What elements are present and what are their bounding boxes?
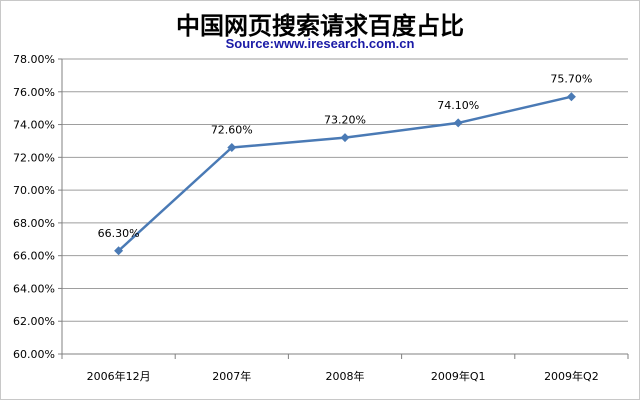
y-tick-label: 74.00% — [13, 119, 55, 132]
x-tick-label: 2009年Q1 — [431, 369, 486, 383]
y-tick-label: 62.00% — [13, 315, 55, 328]
data-point-marker — [114, 246, 124, 256]
chart-subtitle: Source:www.iresearch.com.cn — [225, 36, 415, 51]
y-tick-label: 66.00% — [13, 250, 55, 263]
data-point-marker — [453, 118, 463, 128]
y-tick-label: 78.00% — [13, 53, 55, 66]
axes — [58, 58, 629, 359]
x-tick-label: 2008年 — [326, 369, 365, 383]
y-tick-label: 72.00% — [13, 151, 55, 164]
gridlines — [62, 58, 628, 322]
chart-title: 中国网页搜索请求百度占比 — [176, 11, 464, 40]
x-tick-label: 2006年12月 — [87, 369, 151, 383]
y-tick-label: 68.00% — [13, 217, 55, 230]
data-point-marker — [340, 133, 350, 143]
x-tick-label: 2007年 — [212, 369, 251, 383]
series — [114, 92, 576, 256]
data-point-marker — [566, 92, 576, 102]
data-label: 66.30% — [98, 227, 140, 240]
data-point-marker — [227, 143, 237, 152]
data-label: 74.10% — [437, 99, 479, 112]
y-tick-labels: 60.00% 62.00% 64.00% 66.00% 68.00% 70.00% 72.0… — [13, 53, 55, 361]
y-tick-label: 64.00% — [13, 282, 55, 295]
y-tick-label: 76.00% — [13, 86, 55, 99]
x-tick-label: 2009年Q2 — [544, 369, 599, 383]
x-tick-labels: 2006年12月 2007年 2008年 2009年Q1 2009年Q2 — [87, 369, 599, 383]
y-tick-label: 60.00% — [13, 348, 55, 361]
data-label: 73.20% — [324, 114, 366, 127]
data-labels: 66.30% 72.60% 73.20% 74.10% 75.70% — [98, 73, 593, 240]
data-label: 75.70% — [550, 73, 592, 86]
data-label: 72.60% — [211, 124, 253, 137]
y-tick-label: 70.00% — [13, 184, 55, 197]
